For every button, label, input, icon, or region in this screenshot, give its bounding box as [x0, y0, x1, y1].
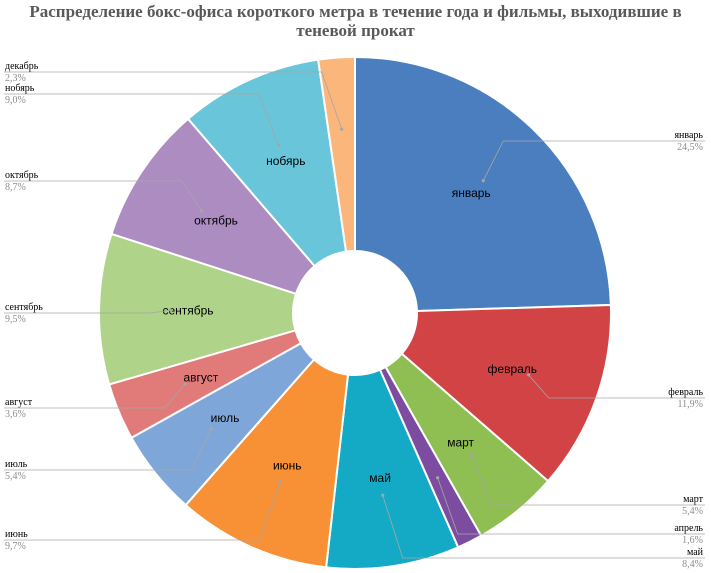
- value-label: 5,4%: [5, 471, 26, 482]
- leader-line: [4, 71, 343, 130]
- value-label: 3,6%: [5, 409, 26, 420]
- slice-label: июнь: [273, 459, 302, 473]
- category-label: март: [683, 494, 704, 505]
- value-label: 2,3%: [5, 73, 26, 84]
- leader-line: [437, 477, 705, 535]
- slice-label: сентябрь: [162, 303, 213, 317]
- pie-slice-1: [354, 55, 612, 313]
- category-label: сентябрь: [5, 302, 43, 313]
- leader-dot: [277, 143, 281, 147]
- pie-slice-6: [184, 358, 350, 569]
- slices: [98, 55, 612, 570]
- slice-labels: январь февраль март май июнь июль август сентяб…: [162, 154, 537, 485]
- leader-dot: [481, 179, 485, 183]
- value-label: 11,9%: [678, 399, 703, 410]
- leader-line: [382, 495, 705, 559]
- leader-line: [471, 455, 705, 506]
- category-label: октябрь: [5, 170, 39, 181]
- pie-slice-11: [186, 58, 348, 268]
- slice-label: август: [184, 370, 219, 384]
- category-label: январь: [674, 130, 703, 141]
- leader-line: [482, 140, 705, 181]
- value-label: 5,4%: [682, 506, 703, 517]
- category-label: февраль: [668, 387, 703, 398]
- leader-dot: [183, 382, 187, 386]
- pie-slice-9: [98, 232, 298, 386]
- leader-line: [528, 374, 705, 399]
- leader-dot: [381, 493, 385, 497]
- leader-line: [4, 481, 281, 541]
- pie-slice-12: [316, 55, 356, 253]
- slice-label: февраль: [488, 362, 538, 376]
- value-label: 8,4%: [682, 559, 703, 570]
- leader-line: [4, 383, 186, 409]
- value-label: 9,0%: [5, 95, 26, 106]
- pie-slice-10: [110, 117, 316, 296]
- value-label: 24,5%: [677, 142, 703, 153]
- slice-label: октябрь: [194, 213, 238, 227]
- slice-label: март: [447, 435, 474, 449]
- chart-title: Распределение бокс-офиса короткого метра…: [29, 2, 682, 40]
- leader-dot: [527, 373, 531, 377]
- pie-slice-2: [400, 303, 612, 483]
- leader-dot: [199, 209, 204, 213]
- value-label: 1,6%: [682, 535, 703, 546]
- leader-line: [4, 428, 212, 471]
- leader-line: [4, 309, 171, 314]
- pie-slice-5: [325, 368, 460, 570]
- slice-label: май: [369, 471, 391, 485]
- category-label: май: [687, 547, 704, 558]
- value-label: 9,5%: [5, 314, 26, 325]
- leader-dot: [469, 454, 474, 458]
- leader-dot: [169, 308, 173, 312]
- category-label: июнь: [5, 529, 28, 540]
- category-label: июль: [5, 459, 28, 470]
- leader-dot: [340, 127, 344, 131]
- leader-dot: [209, 427, 214, 431]
- category-label: август: [5, 397, 33, 408]
- leader-line: [4, 93, 279, 146]
- external-labels: январь24,5%февраль11,9%март5,4%апрель1,6…: [4, 61, 705, 570]
- leader-line: [4, 180, 202, 212]
- slice-label: нобярь: [266, 154, 305, 168]
- value-label: 9,7%: [5, 541, 26, 552]
- category-label: нобярь: [5, 83, 35, 94]
- leader-dot: [278, 479, 282, 484]
- category-label: апрель: [674, 523, 703, 534]
- leader-dot: [436, 476, 440, 480]
- slice-label: январь: [452, 186, 491, 200]
- slice-label: июль: [211, 411, 240, 425]
- category-label: декабрь: [5, 61, 39, 72]
- value-label: 8,7%: [5, 182, 26, 193]
